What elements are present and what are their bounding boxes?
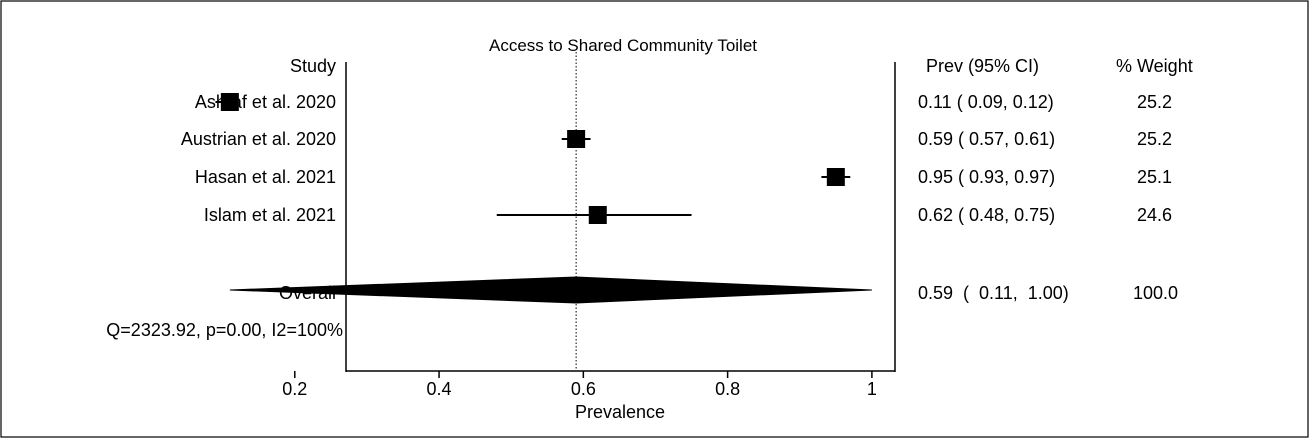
estimate-column-header: Prev (95% CI) <box>926 56 1039 76</box>
x-axis-label: Prevalence <box>575 402 665 422</box>
overall-ci-text: 0.59 ( 0.11, 1.00) <box>918 283 1069 303</box>
study-ci-text: 0.59 ( 0.57, 0.61) <box>918 129 1055 149</box>
x-tick-label: 0.8 <box>715 379 740 399</box>
point-estimate-square <box>588 206 607 224</box>
x-tick-label: 1 <box>867 379 877 399</box>
study-row: Islam et al. 2021 0.62 ( 0.48, 0.75) 24.6 <box>204 205 1172 225</box>
study-rows: Ashraf et al. 2020 0.11 ( 0.09, 0.12) 25.2… <box>181 92 1172 225</box>
study-ci-text: 0.11 ( 0.09, 0.12) <box>918 92 1054 112</box>
study-row: Hasan et al. 2021 0.95 ( 0.93, 0.97) 25.1 <box>195 167 1172 187</box>
study-row: Austrian et al. 2020 0.59 ( 0.57, 0.61) 25… <box>181 129 1172 149</box>
chart-title: Access to Shared Community Toilet <box>489 36 757 55</box>
study-ci-text: 0.95 ( 0.93, 0.97) <box>918 167 1055 187</box>
overall-weight-text: 100.0 <box>1133 283 1178 303</box>
point-estimate-square <box>826 168 845 186</box>
overall-diamond <box>229 276 872 304</box>
point-estimate-square <box>220 93 239 111</box>
heterogeneity-stats: Q=2323.92, p=0.00, I2=100% <box>106 320 343 340</box>
study-weight-text: 25.2 <box>1137 129 1172 149</box>
study-label: Islam et al. 2021 <box>204 205 336 225</box>
overall-row: Overall 0.59 ( 0.11, 1.00) 100.0 <box>229 276 1178 304</box>
study-label: Austrian et al. 2020 <box>181 129 336 149</box>
x-tick-label: 0.4 <box>427 379 452 399</box>
study-label: Hasan et al. 2021 <box>195 167 336 187</box>
study-weight-text: 24.6 <box>1137 205 1172 225</box>
x-tick-label: 0.2 <box>282 379 307 399</box>
study-weight-text: 25.2 <box>1137 92 1172 112</box>
point-estimate-square <box>567 130 586 148</box>
study-column-header: Study <box>290 56 336 76</box>
study-ci-text: 0.62 ( 0.48, 0.75) <box>918 205 1055 225</box>
weight-column-header: % Weight <box>1116 56 1193 76</box>
x-axis-ticks: 0.2 0.4 0.6 0.8 1 <box>282 371 877 399</box>
study-weight-text: 25.1 <box>1137 167 1172 187</box>
x-tick-label: 0.6 <box>571 379 596 399</box>
study-row: Ashraf et al. 2020 0.11 ( 0.09, 0.12) 25.2 <box>195 92 1172 112</box>
